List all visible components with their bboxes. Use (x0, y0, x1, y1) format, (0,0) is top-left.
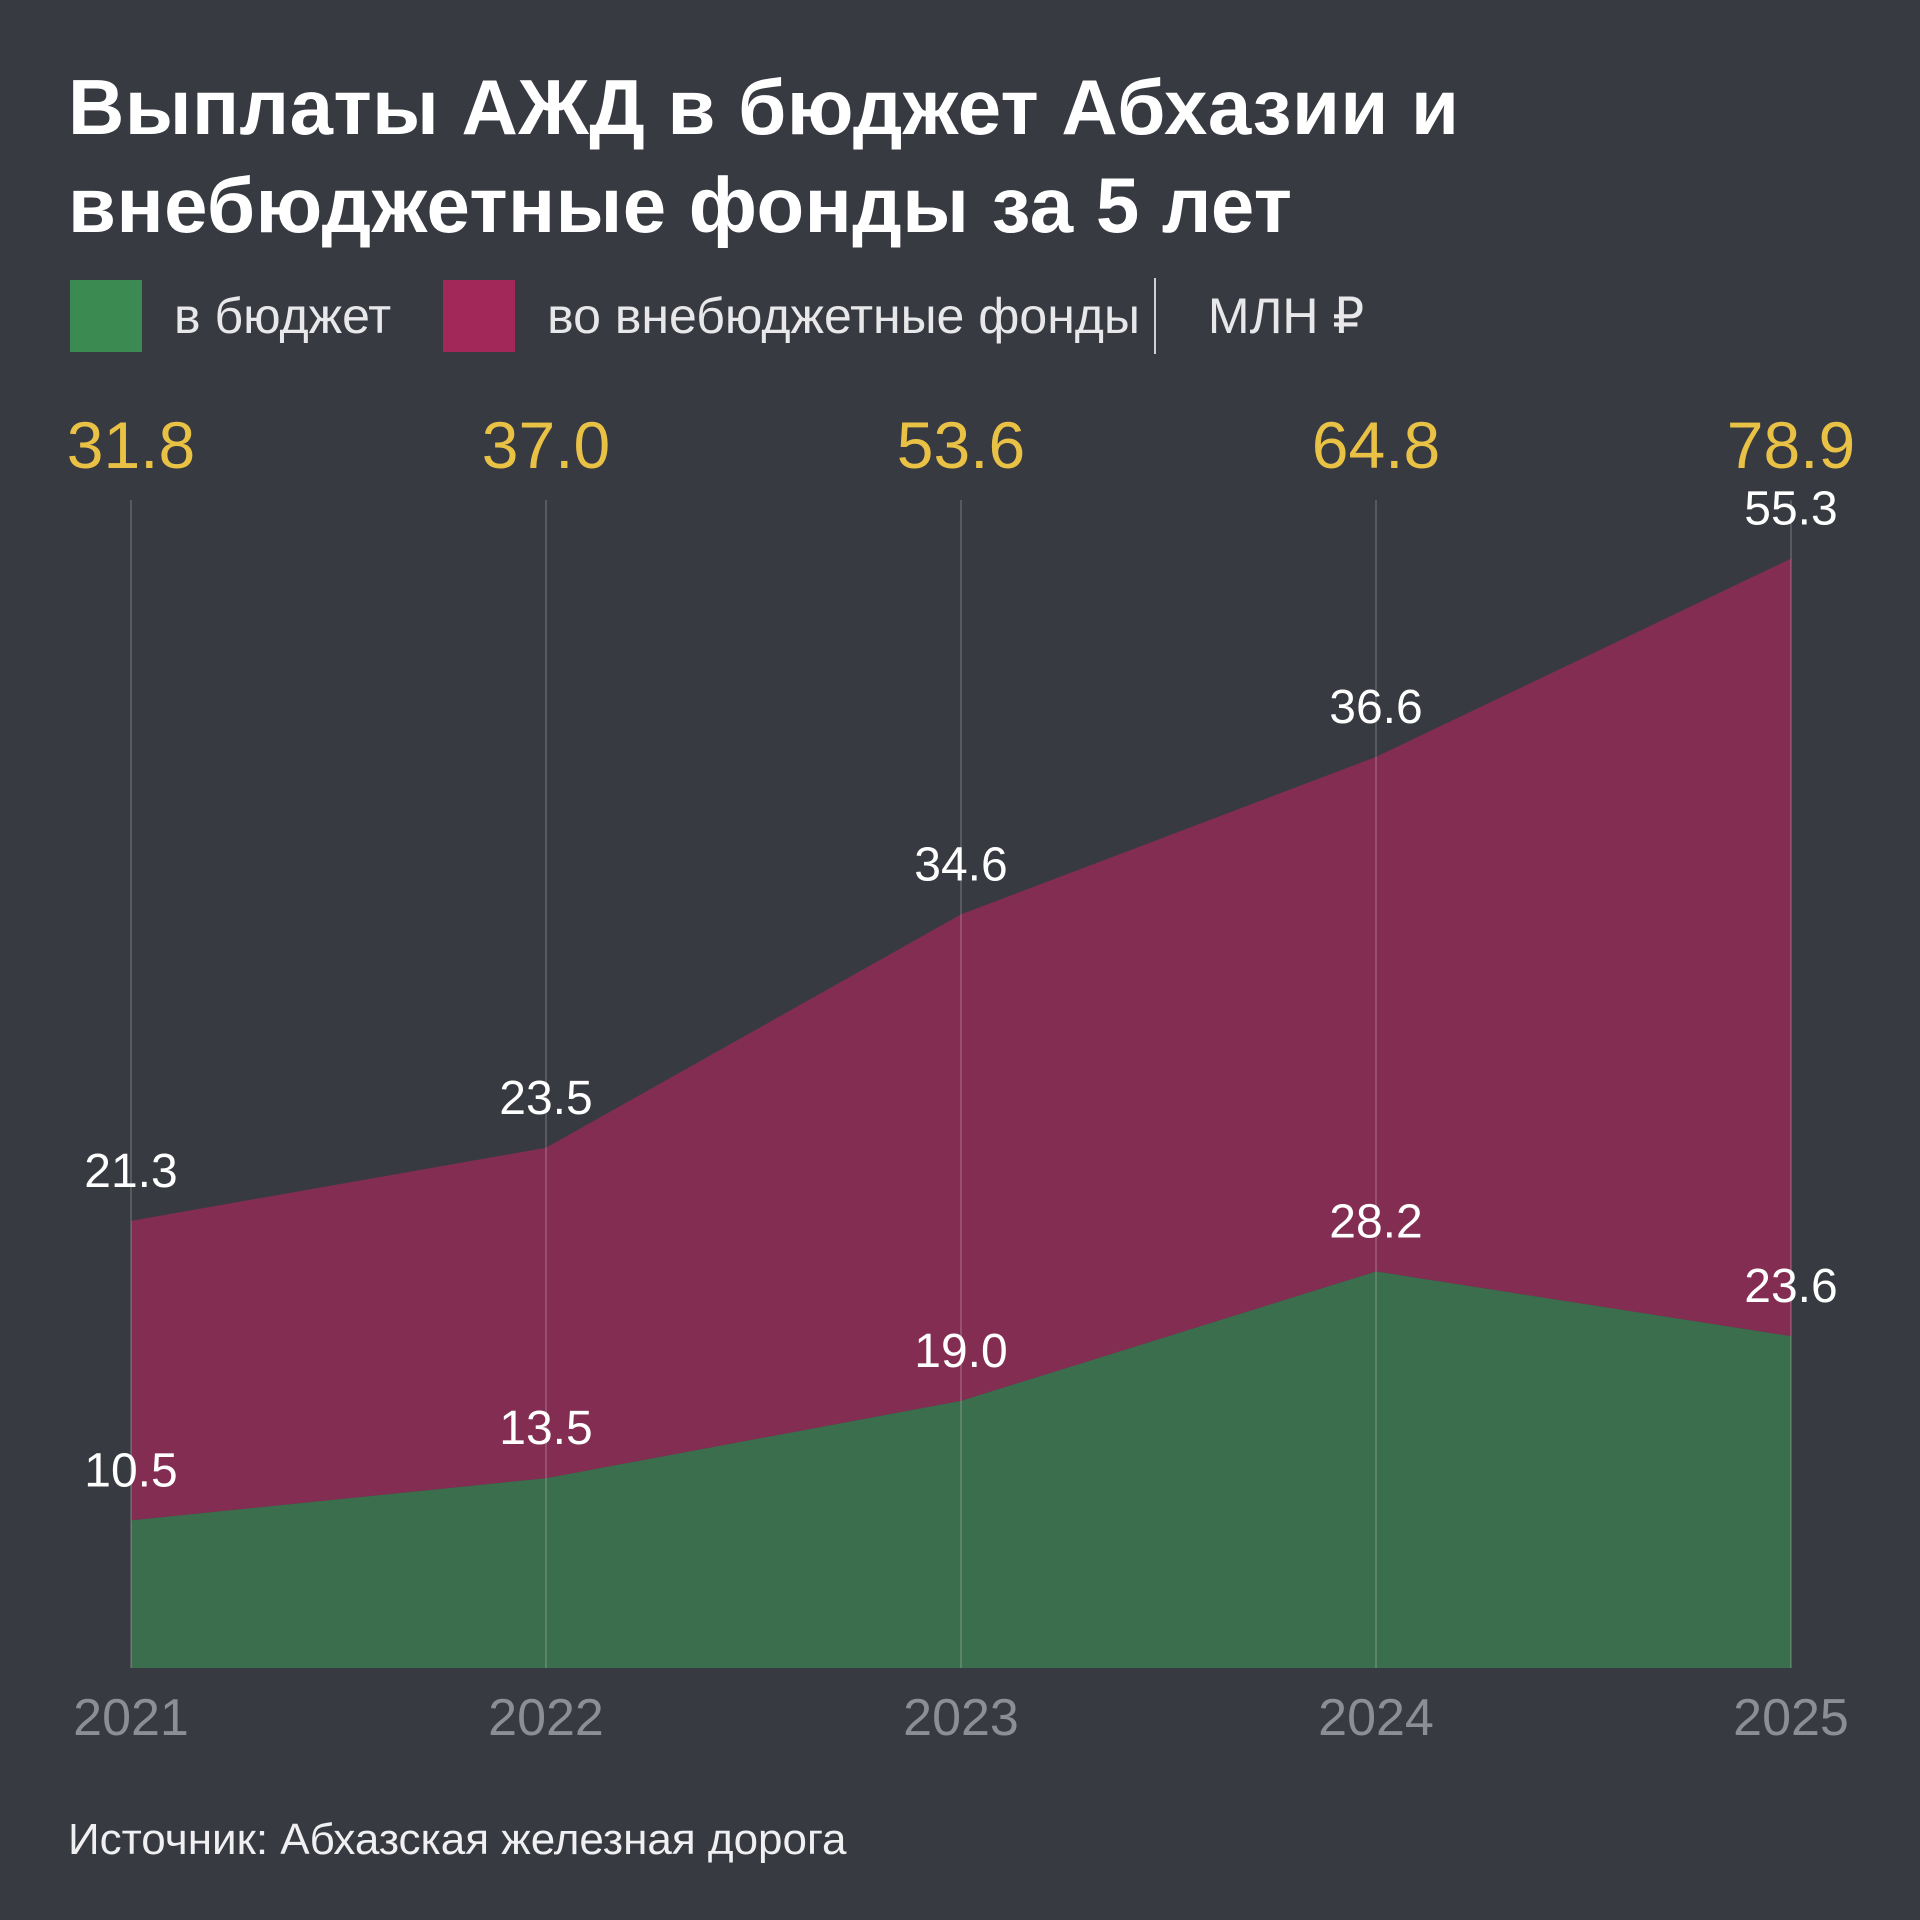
legend-label-funds: во внебюджетные фонды (547, 288, 1140, 344)
budget-value-label-2023: 19.0 (914, 1325, 1007, 1378)
total-label-2024: 64.8 (1312, 408, 1440, 482)
legend-divider (1153, 278, 1156, 354)
total-label-2022: 37.0 (482, 408, 610, 482)
funds-value-label-2025: 55.3 (1744, 483, 1837, 536)
x-tick-label-2021: 2021 (73, 1689, 189, 1747)
legend-label-budget: в бюджет (174, 288, 392, 344)
unit-label: МЛН ₽ (1207, 288, 1365, 344)
funds-value-label-2022: 23.5 (499, 1072, 592, 1125)
legend-swatch-funds (443, 280, 516, 352)
total-label-2023: 53.6 (897, 408, 1025, 482)
area-budget (131, 1271, 1791, 1668)
funds-value-label-2023: 34.6 (914, 838, 1007, 891)
x-tick-label-2023: 2023 (903, 1689, 1019, 1747)
budget-value-label-2024: 28.2 (1329, 1196, 1422, 1249)
title-line-2: внебюджетные фонды за 5 лет (68, 161, 1293, 249)
source-note: Источник: Абхазская железная дорога (68, 1815, 847, 1864)
total-label-2025: 78.9 (1727, 408, 1855, 482)
budget-value-label-2022: 13.5 (499, 1402, 592, 1455)
x-tick-label-2024: 2024 (1318, 1689, 1434, 1747)
legend: в бюджет во внебюджетные фонды МЛН ₽ (70, 278, 1364, 354)
x-tick-label-2025: 2025 (1733, 1689, 1849, 1747)
x-tick-label-2022: 2022 (488, 1689, 604, 1747)
funds-value-label-2024: 36.6 (1329, 681, 1422, 734)
legend-swatch-budget (70, 280, 142, 352)
title-line-1: Выплаты АЖД в бюджет Абхазии и (68, 63, 1460, 151)
budget-value-label-2021: 10.5 (84, 1444, 177, 1497)
funds-value-label-2021: 21.3 (84, 1145, 177, 1198)
chart-title: Выплаты АЖД в бюджет Абхазии и внебюджет… (68, 58, 1459, 254)
budget-value-label-2025: 23.6 (1744, 1260, 1837, 1313)
total-label-2021: 31.8 (67, 408, 195, 482)
area-funds (131, 558, 1791, 1521)
